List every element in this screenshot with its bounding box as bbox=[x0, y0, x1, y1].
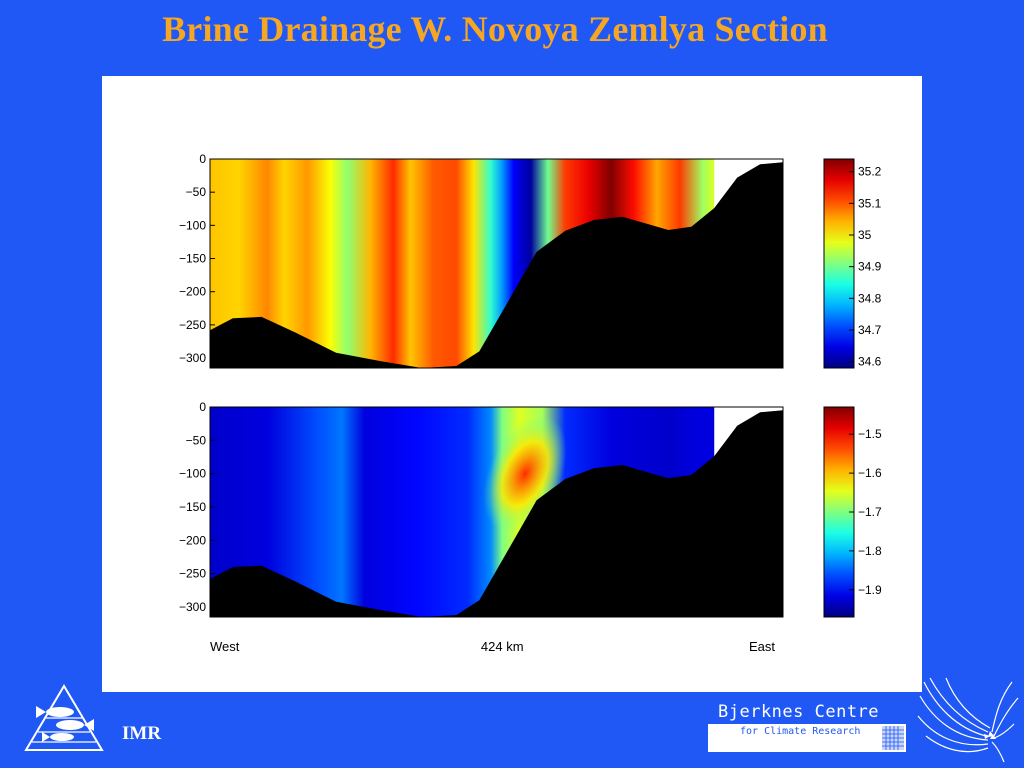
colorbar-tick-label: −1.6 bbox=[858, 466, 882, 480]
bjerknes-swirl-logo bbox=[917, 677, 1019, 763]
y-tick-label: −300 bbox=[179, 600, 206, 614]
bjerknes-centre-name: Bjerknes Centre bbox=[718, 702, 880, 722]
colorbar-tick-label: 35.2 bbox=[858, 165, 882, 179]
imr-label: IMR bbox=[122, 723, 162, 744]
y-tick-label: −200 bbox=[179, 285, 206, 299]
seabed-bathymetry bbox=[210, 162, 783, 368]
slide-title: Brine Drainage W. Novoya Zemlya Section bbox=[162, 9, 828, 49]
colorbar bbox=[823, 158, 855, 369]
y-tick-label: 0 bbox=[199, 152, 206, 166]
y-tick-label: −100 bbox=[179, 467, 206, 481]
y-tick-label: −50 bbox=[186, 185, 207, 199]
bjerknes-subtitle-box: for Climate Research bbox=[708, 724, 906, 752]
y-tick-label: −150 bbox=[179, 252, 206, 266]
y-tick-label: −250 bbox=[179, 318, 206, 332]
salinity-section-plot: 0 −50 −100 −150 −200 −250 −300 35.2 35.1 35 34.9 34… bbox=[179, 152, 882, 369]
colorbar-tick-label: 34.7 bbox=[858, 323, 882, 337]
colorbar-tick-label: −1.8 bbox=[858, 544, 882, 558]
x-axis-label: East bbox=[749, 639, 775, 654]
y-tick-label: −150 bbox=[179, 500, 206, 514]
seabed-bathymetry bbox=[210, 410, 783, 617]
plot-frame bbox=[209, 406, 784, 618]
imr-logo bbox=[24, 684, 104, 751]
x-axis-label: West bbox=[210, 639, 240, 654]
colorbar-tick-label: −1.7 bbox=[858, 505, 882, 519]
y-tick-label: −300 bbox=[179, 351, 206, 365]
colorbar-tick-label: −1.5 bbox=[858, 427, 882, 441]
colorbar-tick-label: 34.6 bbox=[858, 355, 882, 369]
colorbar-tick-label: 35 bbox=[858, 228, 872, 242]
grid-pattern-icon bbox=[882, 726, 904, 750]
colorbar-tick-label: 34.9 bbox=[858, 260, 882, 274]
y-tick-label: −200 bbox=[179, 533, 206, 547]
figure-panel: 0 −50 −100 −150 −200 −250 −300 35.2 35.1 35 34.9 34… bbox=[102, 76, 922, 692]
colorbar-tick-label: −1.9 bbox=[858, 583, 882, 597]
x-axis-label: 424 km bbox=[481, 639, 524, 654]
section-charts: 0 −50 −100 −150 −200 −250 −300 35.2 35.1 35 34.9 34… bbox=[179, 152, 882, 654]
colorbar-tick-label: 34.8 bbox=[858, 291, 882, 305]
colorbar-tick-label: 35.1 bbox=[858, 196, 882, 210]
y-tick-label: −100 bbox=[179, 218, 206, 232]
temperature-section-plot: 0 −50 −100 −150 −200 −250 −300 −1.5 −1.6 −1.7 −1.8… bbox=[179, 400, 882, 654]
y-tick-label: −50 bbox=[186, 433, 207, 447]
bjerknes-subtitle: for Climate Research bbox=[740, 726, 861, 737]
y-tick-label: 0 bbox=[199, 400, 206, 414]
plot-frame bbox=[209, 158, 784, 369]
y-tick-label: −250 bbox=[179, 567, 206, 581]
